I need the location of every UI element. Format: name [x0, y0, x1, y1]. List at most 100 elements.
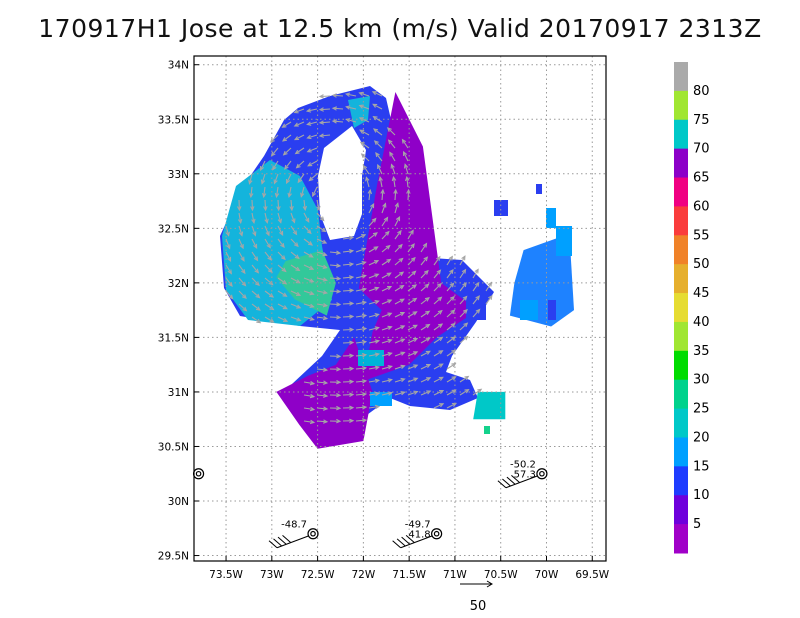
colorbar-swatch — [674, 235, 688, 265]
station-barb-flag — [502, 478, 511, 487]
wind-vector — [381, 203, 387, 214]
wind-vector — [485, 295, 493, 305]
wind-vector-head — [336, 405, 342, 411]
wind-vector — [303, 316, 314, 321]
wind-vector — [394, 351, 405, 357]
x-tick-label: 73.5W — [209, 569, 243, 581]
wind-vector-head — [362, 164, 368, 170]
wind-vector — [355, 248, 366, 253]
wind-vector-head — [293, 122, 299, 127]
wind-vector — [277, 303, 288, 310]
wind-vector-head — [253, 243, 258, 250]
wind-vector — [303, 303, 314, 308]
station-barb-flag — [282, 534, 291, 543]
wind-vector-head — [300, 192, 305, 198]
wind-vector-head — [386, 272, 392, 277]
wind-vector-head — [377, 163, 382, 169]
wind-vector — [446, 256, 453, 266]
wind-vector — [404, 164, 409, 175]
wind-vector-head — [309, 406, 316, 412]
scale-vector-label: 50 — [470, 599, 487, 614]
wind-vector-head — [322, 419, 329, 424]
wind-vector — [359, 92, 370, 97]
wind-vector — [329, 277, 341, 280]
wind-vector-head — [287, 192, 292, 199]
wind-vector — [303, 225, 312, 234]
colorbar-label: 35 — [693, 344, 710, 359]
wind-vector-head — [448, 255, 453, 261]
wind-vector-head — [274, 192, 280, 199]
wind-vector-head — [248, 179, 253, 185]
wind-vector — [394, 298, 405, 305]
wind-vector-head — [412, 311, 418, 316]
wind-vector — [368, 218, 377, 227]
wind-vector — [420, 337, 430, 344]
wind-vector-head — [289, 206, 294, 212]
colorbar-label: 15 — [693, 459, 710, 474]
wind-vector — [372, 91, 383, 97]
wind-vector-head — [348, 235, 355, 241]
wind-vector-head — [309, 265, 315, 270]
wind-vector-head — [260, 179, 266, 185]
wind-vector-head — [387, 352, 393, 357]
eye-void — [318, 126, 366, 240]
wind-vector-head — [309, 278, 315, 283]
wind-vector-head — [349, 379, 355, 384]
station-ring — [536, 468, 548, 480]
wind-vector — [368, 287, 379, 292]
wind-vector — [368, 327, 379, 331]
wind-vector-head — [400, 364, 406, 369]
wind-vector — [342, 236, 353, 240]
wind-vector-head — [293, 109, 299, 114]
wind-vector-head — [374, 339, 381, 344]
wind-vector-head — [413, 377, 419, 382]
wind-vector-head — [358, 117, 364, 122]
wind-vector — [225, 238, 231, 249]
wind-vector-head — [238, 231, 244, 237]
wind-vector — [381, 339, 392, 344]
colorbar-label: 70 — [693, 142, 710, 157]
wind-vector — [394, 312, 405, 318]
station-label: -49.7 — [405, 520, 431, 531]
wind-vector-head — [265, 231, 270, 237]
colorbar-label: 5 — [693, 517, 701, 532]
wind-vector-head — [374, 299, 380, 305]
wind-vector — [381, 326, 392, 331]
wind-vector — [286, 173, 292, 184]
wind-vector-head — [279, 230, 284, 237]
wind-vector-head — [387, 286, 393, 291]
wind-vector-head — [277, 218, 283, 224]
wind-vector — [290, 225, 297, 235]
wind-vector — [368, 392, 379, 396]
wind-vector-head — [372, 103, 378, 108]
wind-vector-head — [255, 306, 261, 311]
wind-vector — [402, 139, 409, 149]
wind-vector — [303, 381, 314, 385]
wind-vector-head — [241, 269, 246, 275]
wind-vector-head — [349, 327, 355, 332]
wind-vector — [372, 103, 383, 110]
wind-vector — [319, 121, 331, 124]
wind-vector-head — [294, 149, 300, 155]
wind-vector-head — [463, 308, 468, 314]
wind-vector — [355, 314, 366, 318]
field-patch-6 — [466, 296, 486, 320]
wind-vector-head — [425, 350, 431, 355]
wind-vector — [342, 250, 353, 253]
wind-vector — [446, 376, 456, 383]
wind-vector-head — [395, 216, 401, 222]
wind-vector-head — [399, 298, 405, 303]
wind-vector — [433, 337, 443, 344]
wind-vector-head — [372, 128, 379, 133]
wind-vector-head — [449, 282, 455, 288]
wind-vector — [332, 120, 344, 123]
wind-vector-head — [345, 105, 351, 110]
wind-vector — [368, 273, 379, 279]
colorbar-swatch — [674, 437, 688, 467]
wind-vector — [251, 303, 261, 311]
wind-vector-head — [412, 324, 418, 329]
wind-vector-head — [475, 308, 481, 314]
wind-vector-head — [242, 306, 248, 312]
wind-vector — [264, 199, 267, 211]
wind-vector — [303, 199, 306, 210]
